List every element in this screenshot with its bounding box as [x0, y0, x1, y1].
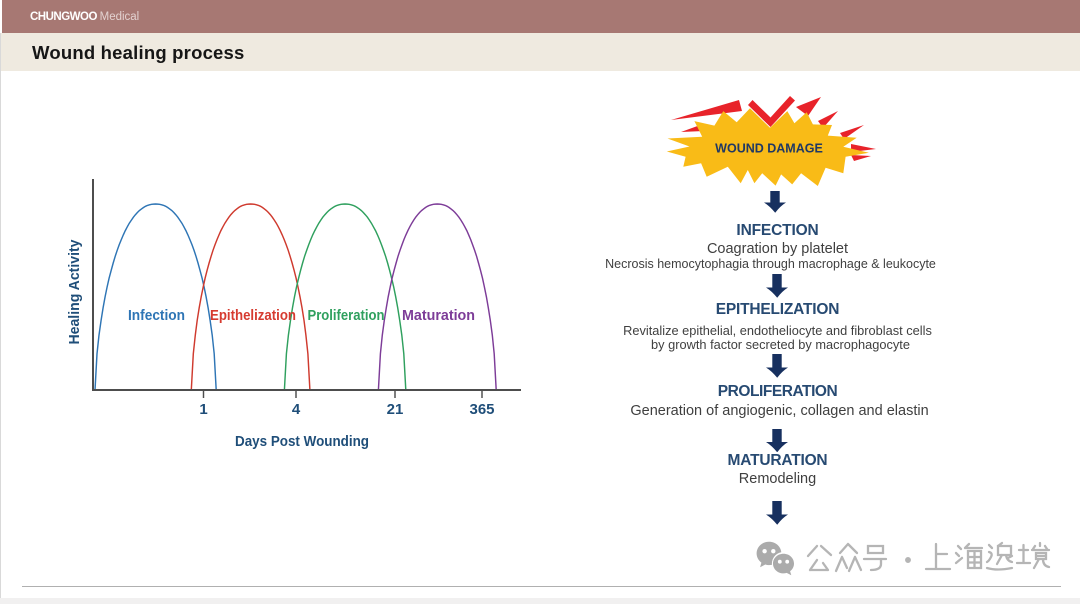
svg-text:WOUND DAMAGE: WOUND DAMAGE	[715, 142, 823, 156]
svg-text:Epithelization: Epithelization	[210, 307, 296, 324]
svg-text:Healing Activity: Healing Activity	[67, 240, 83, 345]
svg-text:Infection: Infection	[128, 307, 185, 324]
svg-text:4: 4	[292, 401, 301, 418]
svg-text:365: 365	[469, 401, 494, 418]
svg-text:21: 21	[387, 401, 404, 418]
svg-text:Maturation: Maturation	[402, 307, 475, 324]
svg-text:Proliferation: Proliferation	[308, 307, 385, 324]
svg-text:Days Post Wounding: Days Post Wounding	[235, 434, 369, 450]
svg-text:1: 1	[199, 401, 207, 418]
